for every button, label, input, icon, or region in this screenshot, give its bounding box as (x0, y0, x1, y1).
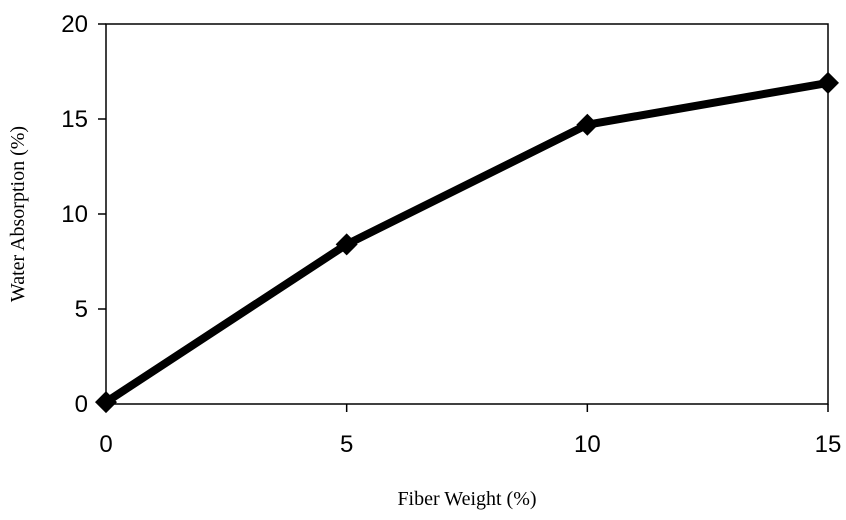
y-tick-label: 10 (61, 201, 88, 228)
x-tick-label: 15 (815, 431, 842, 458)
y-tick-label: 15 (61, 106, 88, 133)
x-axis-ticks: 0 5 10 15 (99, 404, 841, 458)
x-tick-label: 0 (99, 431, 112, 458)
x-tick-label: 10 (574, 431, 601, 458)
data-point-marker (335, 233, 358, 256)
y-axis-title: Water Absorption (%) (7, 126, 29, 302)
data-point-marker (95, 391, 117, 414)
series-layer (95, 71, 839, 414)
plot-area (105, 23, 829, 405)
y-tick-label: 5 (75, 296, 88, 323)
plot-frame (105, 23, 829, 405)
data-point-marker (576, 113, 599, 136)
x-tick-label: 5 (340, 431, 353, 458)
x-axis-title: Fiber Weight (%) (397, 488, 536, 510)
y-tick-label: 20 (61, 11, 88, 38)
y-tick-label: 0 (75, 391, 88, 418)
data-point-marker (817, 71, 839, 94)
y-axis-ticks: 0 5 10 15 20 (61, 11, 106, 418)
series-line (102, 78, 832, 407)
